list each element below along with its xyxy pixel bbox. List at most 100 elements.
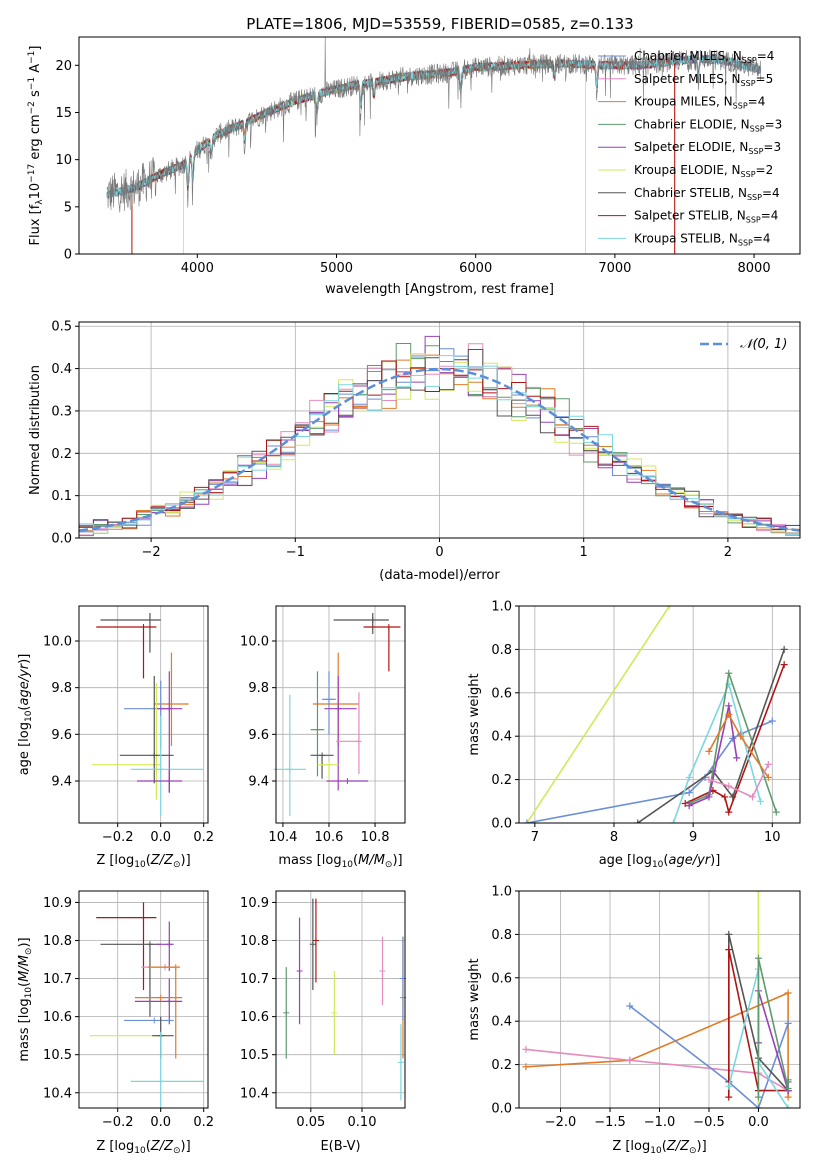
x-axis-label: E(B-V) (320, 1139, 360, 1154)
plot-area (91, 613, 204, 816)
errorbar-marker (166, 941, 173, 948)
y-axis-label: Flux [fλ10−17 erg cm−2 s−1 A−1] (27, 46, 45, 246)
legend-entry: Chabrier STELIB, NSSP=4 (598, 186, 780, 202)
age-vs-metallicity-panel: −0.2 0.0 0.2 9.4 9.6 9.8 10.0 Z [log10(Z/Z⊙)] ag… (17, 605, 214, 870)
mass-weight-marker (733, 754, 741, 762)
plot-area (273, 613, 401, 816)
errorbar-marker (146, 617, 153, 623)
errorbar-marker (397, 1059, 404, 1066)
y-tick-label: 10.9 (240, 896, 269, 911)
x-tick-label: 4000 (181, 261, 214, 276)
y-tick-label: 0.8 (491, 928, 512, 943)
mass-weight-marker (523, 819, 531, 823)
y-tick-label: 9.4 (248, 775, 269, 790)
y-tick-label: 10.4 (240, 1086, 269, 1101)
mass-weight-marker (784, 1084, 792, 1092)
errorbar-marker (325, 696, 332, 703)
massweight-vs-age-panel: 7 8 9 10 0.0 0.2 0.4 0.6 0.8 1.0 age [log10(age/yr… (467, 600, 801, 870)
mass-weight-marker (784, 989, 792, 997)
y-tick-label: 0.4 (491, 1015, 512, 1030)
y-axis-label: mass weight (467, 673, 482, 755)
errorbar-marker (283, 1009, 290, 1016)
y-tick-label: 1.0 (491, 600, 512, 615)
x-tick-label: 7 (531, 830, 539, 845)
x-tick-label: 2 (724, 545, 732, 560)
age-mass-errorbar (310, 752, 334, 779)
age-metallicity-errorbar (130, 715, 204, 816)
mass-weight-marker (725, 782, 733, 790)
legend-label: Chabrier STELIB, NSSP=4 (634, 186, 780, 202)
mass-extinction-errorbar (312, 898, 319, 983)
mass-extinction-errorbar (309, 898, 316, 990)
age-mass-errorbar (322, 671, 336, 735)
histogram-lines (79, 335, 800, 537)
spectrum-legend: Chabrier MILES, NSSP=4 Salpeter MILES, NS… (598, 49, 782, 247)
axes-frame (78, 605, 209, 824)
errorbar-marker (379, 967, 386, 974)
mass-weight-marker (522, 1045, 530, 1053)
mass-metallicity-errorbar (134, 978, 183, 1025)
mass-weight-line (526, 606, 671, 823)
mass-weight-marker (721, 793, 729, 801)
plot-area (522, 891, 792, 1108)
x-tick-label: 7000 (598, 261, 631, 276)
x-tick-label: −1.0 (644, 1115, 676, 1130)
x-tick-label: 0.0 (748, 1115, 769, 1130)
mass-weight-line (708, 712, 769, 778)
axes-frame (275, 890, 406, 1109)
age-metallicity-errorbar (137, 769, 183, 793)
y-tick-label: 9.4 (51, 775, 72, 790)
mass-extinction-errorbar (397, 1024, 404, 1101)
errorbar-marker (335, 705, 342, 712)
mass-weight-marker (522, 1063, 530, 1071)
errorbar-marker (151, 752, 158, 759)
age-mass-errorbar (326, 778, 369, 784)
mwa-lines (523, 606, 788, 823)
mass-weight-marker (626, 1002, 634, 1010)
y-tick-label: 0.4 (491, 730, 512, 745)
x-tick-label: 0.10 (348, 1115, 377, 1130)
mass-weight-marker (754, 891, 762, 895)
mass-metallicity-errorbar (100, 941, 161, 1017)
y-tick-label: 0 (64, 248, 72, 263)
errorbar-marker (140, 624, 147, 630)
errorbar-marker (331, 1009, 338, 1016)
y-axis-label: age [log10(age/yr)] (17, 654, 34, 776)
errorbar-marker (296, 967, 303, 974)
y-tick-label: 5 (64, 200, 72, 215)
errorbar-marker (369, 617, 376, 623)
spectrum-lines (106, 37, 762, 254)
y-tick-label: 0.1 (51, 489, 72, 504)
model-spectrum-line (182, 59, 587, 254)
mass-weight-marker (754, 954, 762, 962)
mass-extinction-errorbar (379, 936, 386, 1006)
mass-weight-marker (780, 661, 788, 669)
x-tick-label: 10.6 (315, 830, 344, 845)
mass-weight-marker (725, 1082, 733, 1090)
mass-metallicity-errorbar (147, 964, 181, 1059)
x-tick-label: 0.0 (150, 1115, 171, 1130)
errorbar-marker (319, 752, 326, 759)
mass-weight-line (688, 705, 738, 807)
errorbar-marker (312, 937, 319, 944)
age-metallicity-errorbar (124, 680, 172, 749)
x-tick-label: 10.8 (361, 830, 390, 845)
errorbar-marker (325, 761, 332, 768)
y-tick-label: 0.2 (491, 773, 512, 788)
mass-weight-line (525, 991, 789, 1098)
age-mass-errorbar (310, 671, 325, 777)
x-tick-label: −0.2 (102, 1115, 134, 1130)
mass-weight-marker (737, 732, 745, 740)
y-tick-label: 10.9 (43, 896, 72, 911)
mass-weight-line (708, 764, 770, 799)
x-tick-label: 0.2 (193, 1115, 214, 1130)
x-tick-label: 5000 (320, 261, 353, 276)
massweight-vs-metallicity-panel: −2.0 −1.5 −1.0 −0.5 0.0 0.0 0.2 0.4 0.6 0.8 1.0 Z [… (467, 885, 801, 1156)
mass-weight-marker (665, 606, 673, 610)
grid-lines (79, 322, 800, 539)
mass-weight-marker (725, 711, 733, 718)
y-tick-label: 10.0 (240, 635, 269, 650)
mass-metallicity-errorbar (134, 994, 183, 1001)
mass-metallicity-errorbar (156, 921, 174, 971)
mass-weight-marker (669, 819, 677, 823)
